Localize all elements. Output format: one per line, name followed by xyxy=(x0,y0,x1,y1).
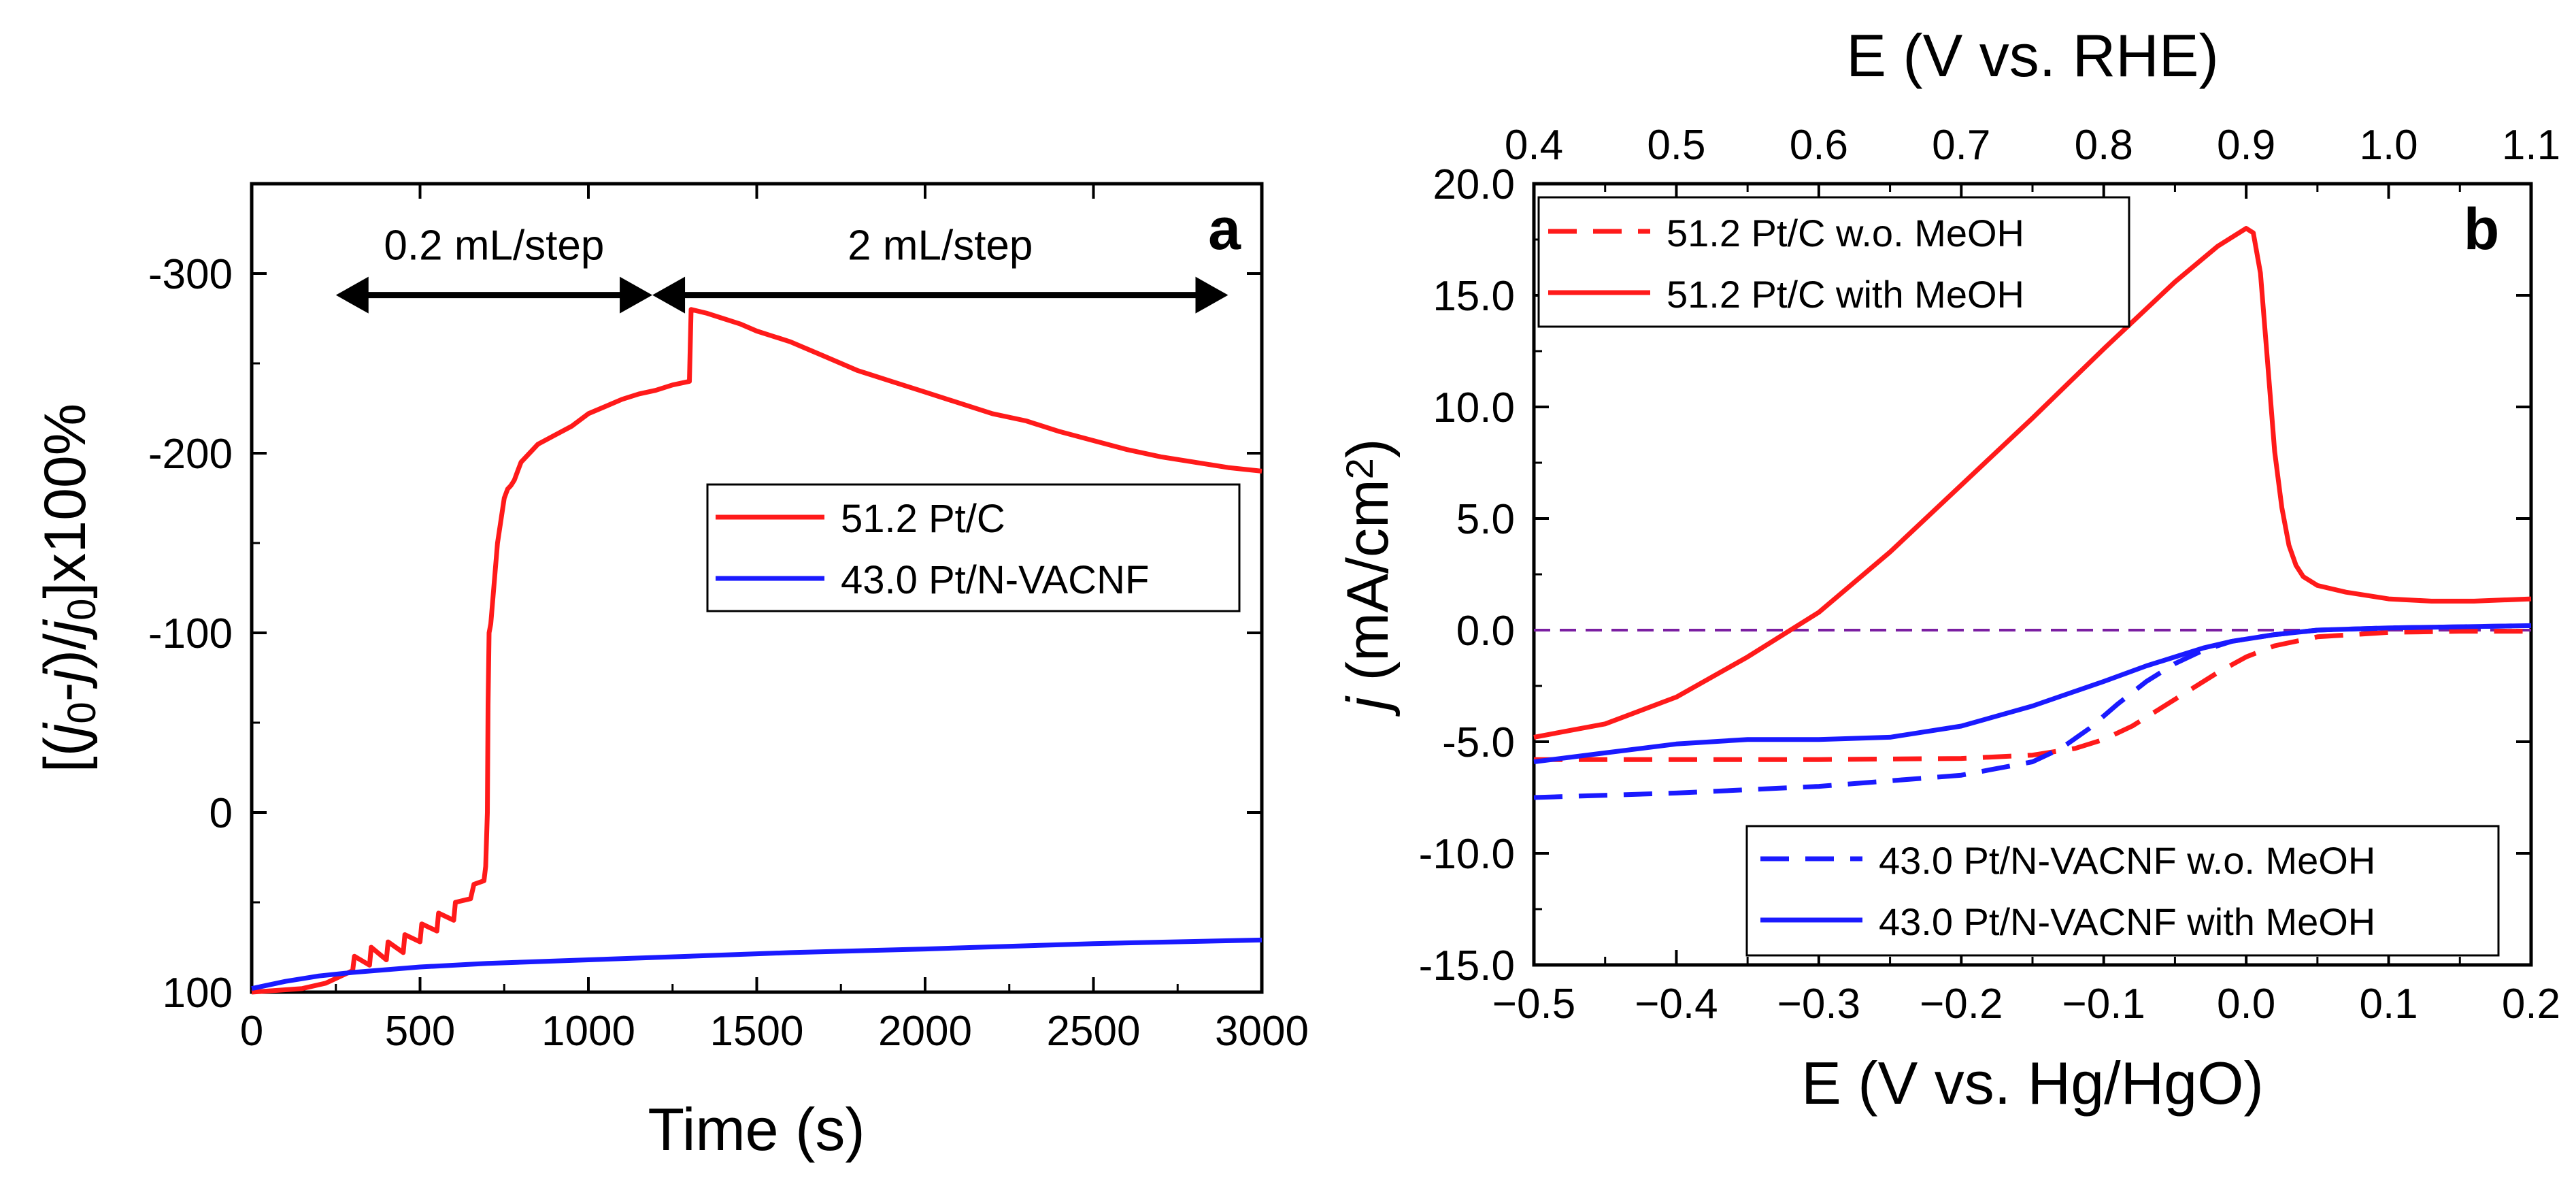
panel-b-top-x-tick-label: 0.7 xyxy=(1932,122,1990,169)
y-axis-title-part: j xyxy=(1335,695,1401,717)
panel-b-y-tick-label: 20.0 xyxy=(1433,161,1515,208)
panel-a-x-ticks: 0 500 1000 1500 2000 2500 3000 xyxy=(240,184,1309,1055)
annotation-arrowhead-right xyxy=(620,276,653,314)
panel-b-top-x-tick-label: 0.9 xyxy=(2217,122,2275,169)
annotation-label: 2 mL/step xyxy=(848,223,1033,269)
panel-a-x-tick-label: 3000 xyxy=(1215,1008,1309,1055)
legend-label-pt-nvacnf-with-meoh: 43.0 Pt/N-VACNF with MeOH xyxy=(1879,900,2375,943)
y-axis-title-part: (mA/cm xyxy=(1335,479,1401,697)
panel-a-x-tick-label: 1000 xyxy=(541,1008,635,1055)
series-43-0-pt-n-vacnf xyxy=(251,937,1262,991)
panel-b-legend-top: 51.2 Pt/C w.o. MeOH 51.2 Pt/C with MeOH xyxy=(1537,196,2130,328)
legend-label-pt-c-with-meoh: 51.2 Pt/C with MeOH xyxy=(1667,273,2024,316)
panel-b-series xyxy=(1533,226,2532,800)
series-43-0-pt-n-vacnf-w-o-meoh xyxy=(1533,623,2532,800)
panel-a-y-ticks: 100 0 -100 -200 -300 xyxy=(148,182,1262,1017)
panel-a-y-tick-label: 0 xyxy=(210,790,233,837)
y-axis-title-part: - xyxy=(33,683,98,702)
panel-a-x-tick-label: 1500 xyxy=(710,1008,804,1055)
panel-a-x-tick-label: 0 xyxy=(240,1008,263,1055)
legend-label-pt-c-wo-meoh: 51.2 Pt/C w.o. MeOH xyxy=(1667,212,2024,255)
panel-b-y-tick-label: 0.0 xyxy=(1456,608,1515,655)
legend-label-pt-nvacnf: 43.0 Pt/N-VACNF xyxy=(841,558,1149,602)
series-43-0-pt-n-vacnf-with-meoh xyxy=(1533,623,2532,764)
y-axis-title-part: 2 xyxy=(1338,458,1381,479)
panel-b-y-ticks: 20.0 15.0 10.0 5.0 0.0 -5.0 -10.0 -15.0 xyxy=(1419,161,2531,989)
panel-b-x-tick-label: −0.2 xyxy=(1920,981,2003,1028)
panel-b-x-tick-label: −0.5 xyxy=(1492,981,1575,1028)
annotation-arrowhead-left xyxy=(335,276,369,314)
panel-b-top-x-tick-label: 1.1 xyxy=(2502,122,2560,169)
panel-b-top-x-tick-label: 1.0 xyxy=(2359,122,2418,169)
panel-b-x-ticks: −0.5 −0.4 −0.3 −0.2 −0.1 0.0 0.1 0.2 xyxy=(1492,950,2560,1028)
panel-b-x-tick-label: −0.4 xyxy=(1635,981,1718,1028)
panel-b-y-tick-label: 15.0 xyxy=(1433,273,1515,320)
panel-b-legend-top-box xyxy=(1537,196,2130,328)
panel-a-y-tick-label: -100 xyxy=(148,610,233,657)
panel-a-legend-box xyxy=(706,483,1241,612)
panel-b-legend-bottom: 43.0 Pt/N-VACNF w.o. MeOH 43.0 Pt/N-VACN… xyxy=(1745,825,2500,957)
series-51-2-pt-c-w-o-meoh xyxy=(1534,629,2531,762)
panel-a-series xyxy=(251,307,1262,995)
panel-a-y-tick-label: 100 xyxy=(163,970,233,1017)
panel-b-top-x-axis-title: E (V vs. RHE) xyxy=(1846,22,2219,89)
panel-b-x-tick-label: 0.2 xyxy=(2502,981,2560,1028)
panel-a-x-axis-title: Time (s) xyxy=(648,1096,865,1163)
panel-b-legend-bottom-box xyxy=(1745,825,2500,957)
legend-label-pt-c: 51.2 Pt/C xyxy=(841,497,1005,541)
annotation-arrowhead-right xyxy=(1195,276,1228,314)
series-51-2-pt-c xyxy=(251,307,1262,995)
panel-a: 0 500 1000 1500 2000 2500 3000 1000-100-200-30… xyxy=(33,182,1309,1163)
panel-b-x-tick-label: 0.1 xyxy=(2359,981,2418,1028)
panel-b-top-x-tick-label: 0.4 xyxy=(1505,122,1563,169)
panel-b-top-x-ticks: 0.4 0.5 0.6 0.7 0.8 0.9 1.0 1.1 xyxy=(1505,122,2560,199)
panel-b-x-tick-label: −0.1 xyxy=(2062,981,2145,1028)
y-axis-title-part: )/ xyxy=(33,634,98,670)
y-axis-title-part: 0 xyxy=(60,599,104,621)
panel-a-x-tick-label: 2500 xyxy=(1047,1008,1141,1055)
y-axis-title-part: [( xyxy=(33,736,98,772)
panel-b-top-x-tick-label: 0.6 xyxy=(1790,122,1848,169)
panel-a-legend: 51.2 Pt/C 43.0 Pt/N-VACNF xyxy=(706,483,1241,612)
panel-b: −0.5 −0.4 −0.3 −0.2 −0.1 0.0 0.1 0.2 0.4 0.5 0.6 0… xyxy=(1335,22,2560,1117)
panel-a-y-tick-label: -300 xyxy=(148,251,233,298)
panel-b-label: b xyxy=(2464,197,2500,262)
panel-b-y-tick-label: 5.0 xyxy=(1456,496,1515,543)
panel-a-annotations: 0.2 mL/step 2 mL/step xyxy=(335,223,1228,314)
panel-a-y-axis-title: [(j0-j)/j0]x100% xyxy=(33,404,104,772)
panel-a-x-tick-label: 2000 xyxy=(878,1008,972,1055)
annotation-label: 0.2 mL/step xyxy=(384,223,604,269)
panel-b-y-tick-label: -10.0 xyxy=(1419,831,1515,878)
legend-label-pt-nvacnf-wo-meoh: 43.0 Pt/N-VACNF w.o. MeOH xyxy=(1879,839,2375,882)
y-axis-title-part: 0 xyxy=(60,702,104,723)
panel-a-y-tick-label: -200 xyxy=(148,431,233,478)
panel-b-y-tick-label: -5.0 xyxy=(1442,719,1515,766)
panel-b-x-tick-label: −0.3 xyxy=(1777,981,1860,1028)
panel-b-x-tick-label: 0.0 xyxy=(2217,981,2275,1028)
y-axis-title-part: ]x100% xyxy=(33,404,98,599)
panel-b-y-tick-label: 10.0 xyxy=(1433,384,1515,431)
panel-b-y-axis-title: j (mA/cm2) xyxy=(1335,439,1401,717)
y-axis-title-part: ) xyxy=(1335,439,1401,459)
panel-a-label: a xyxy=(1208,197,1241,262)
panel-b-x-axis-title: E (V vs. Hg/HgO) xyxy=(1801,1049,2264,1117)
panel-b-y-tick-label: -15.0 xyxy=(1419,942,1515,989)
series-51-2-pt-c-with-meoh xyxy=(1533,226,2532,740)
panel-b-top-x-tick-label: 0.5 xyxy=(1647,122,1705,169)
panel-b-top-x-tick-label: 0.8 xyxy=(2075,122,2133,169)
panel-a-x-tick-label: 500 xyxy=(385,1008,455,1055)
annotation-arrowhead-left xyxy=(652,276,686,314)
